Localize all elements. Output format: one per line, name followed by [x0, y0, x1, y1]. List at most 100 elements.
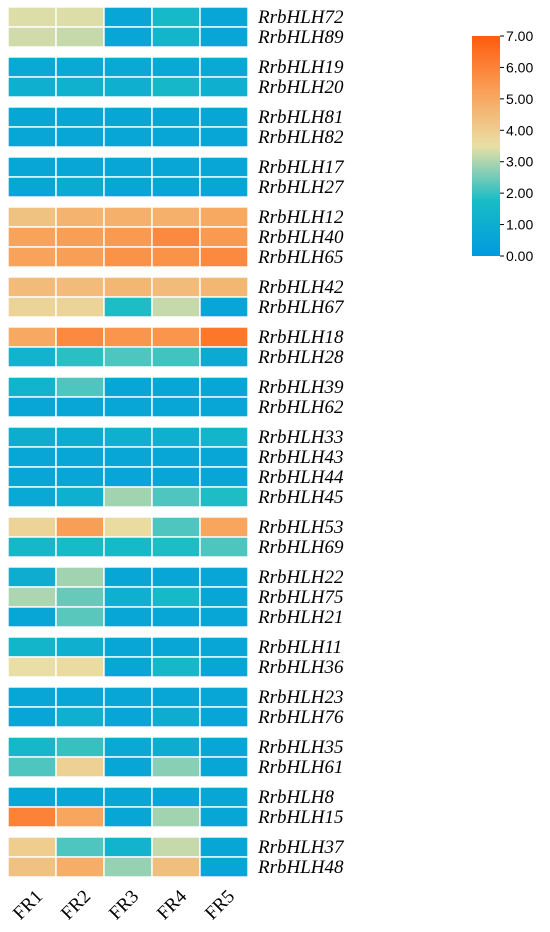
heatmap-cell	[7, 636, 57, 658]
heatmap-cell	[7, 246, 57, 268]
heatmap-cell	[151, 516, 201, 538]
heatmap-cell	[151, 636, 201, 658]
heatmap-cell	[55, 836, 105, 858]
heatmap-cell	[151, 446, 201, 468]
heatmap-cell	[199, 636, 249, 658]
row-label: RrbHLH40	[257, 227, 344, 248]
heatmap-cell	[7, 6, 57, 28]
color-scale-tick-label: 2.00	[506, 185, 533, 201]
heatmap-cell	[151, 706, 201, 728]
heatmap-cell	[199, 76, 249, 98]
column-label: FR1	[9, 886, 47, 924]
heatmap-cell	[7, 276, 57, 298]
row-label: RrbHLH23	[257, 687, 344, 708]
heatmap-cell	[151, 466, 201, 488]
row-label: RrbHLH75	[257, 587, 344, 608]
row-label: RrbHLH44	[257, 467, 344, 488]
heatmap-cell	[151, 736, 201, 758]
heatmap-cell	[7, 56, 57, 78]
row-label: RrbHLH33	[257, 427, 344, 448]
row-label: RrbHLH45	[257, 487, 344, 508]
color-scale-tick-label: 0.00	[506, 248, 533, 264]
heatmap-cell	[55, 226, 105, 248]
heatmap-cell	[103, 106, 153, 128]
heatmap-cell	[151, 396, 201, 418]
heatmap-cell	[199, 276, 249, 298]
heatmap-cell	[151, 836, 201, 858]
heatmap-cell	[151, 586, 201, 608]
heatmap-cell	[55, 786, 105, 808]
heatmap-cell	[55, 176, 105, 198]
row-label: RrbHLH22	[257, 567, 344, 588]
row-label: RrbHLH20	[257, 77, 344, 98]
heatmap-cell	[103, 226, 153, 248]
color-scale-tick-label: 3.00	[506, 154, 533, 170]
column-label: FR5	[201, 886, 239, 924]
heatmap-cell	[151, 376, 201, 398]
heatmap-cell	[103, 276, 153, 298]
heatmap-cell	[199, 206, 249, 228]
heatmap-cell	[199, 536, 249, 558]
heatmap-cell	[55, 516, 105, 538]
row-label: RrbHLH67	[257, 297, 345, 318]
heatmap-cell	[103, 806, 153, 828]
heatmap-cell	[151, 756, 201, 778]
color-scale-ticks: 7.00 6.00 5.00 4.00 3.00 2.00 1.00 0.00	[500, 28, 533, 264]
heatmap-cell	[199, 466, 249, 488]
heatmap-cell	[151, 276, 201, 298]
heatmap-cell	[103, 246, 153, 268]
heatmap-cell	[7, 126, 57, 148]
heatmap-cell	[55, 376, 105, 398]
heatmap-cell	[199, 126, 249, 148]
row-label: RrbHLH21	[257, 607, 344, 628]
heatmap-cell	[199, 346, 249, 368]
color-scale-bar	[472, 36, 500, 256]
heatmap-cell	[199, 516, 249, 538]
heatmap-cell	[151, 686, 201, 708]
heatmap-cell	[55, 586, 105, 608]
color-scale-tick-label: 6.00	[506, 59, 533, 75]
row-label: RrbHLH62	[257, 397, 344, 418]
heatmap-cell	[7, 156, 57, 178]
heatmap-cell	[199, 586, 249, 608]
heatmap-cell	[199, 566, 249, 588]
heatmap-cell	[55, 806, 105, 828]
heatmap-cell	[199, 246, 249, 268]
column-label: FR3	[105, 886, 143, 924]
heatmap-cell	[199, 6, 249, 28]
row-label: RrbHLH76	[257, 707, 344, 728]
row-label: RrbHLH69	[257, 537, 344, 558]
heatmap-cell	[199, 156, 249, 178]
heatmap-cell	[151, 786, 201, 808]
heatmap-cell	[7, 396, 57, 418]
heatmap-cell	[55, 736, 105, 758]
heatmap-cell	[55, 106, 105, 128]
heatmap-cell	[199, 686, 249, 708]
heatmap-cell	[103, 26, 153, 48]
heatmap-cell	[103, 706, 153, 728]
heatmap-cell	[7, 566, 57, 588]
heatmap-cell	[199, 856, 249, 878]
heatmap-cell	[55, 6, 105, 28]
heatmap-cell	[55, 446, 105, 468]
heatmap-cell	[55, 686, 105, 708]
heatmap-cell	[55, 426, 105, 448]
heatmap-cell	[7, 176, 57, 198]
heatmap-cell	[151, 806, 201, 828]
heatmap-cell	[7, 326, 57, 348]
heatmap-cell	[199, 656, 249, 678]
heatmap-cell	[7, 76, 57, 98]
heatmap-cell	[103, 376, 153, 398]
heatmap-cell	[55, 326, 105, 348]
heatmap-cell	[103, 756, 153, 778]
row-label: RrbHLH35	[257, 737, 344, 758]
heatmap-cell	[151, 606, 201, 628]
heatmap-cell	[103, 6, 153, 28]
heatmap-cell	[199, 426, 249, 448]
heatmap-cell	[199, 786, 249, 808]
heatmap-cell	[55, 296, 105, 318]
heatmap-cell	[7, 466, 57, 488]
heatmap-cell	[7, 346, 57, 368]
heatmap-cell	[7, 206, 57, 228]
